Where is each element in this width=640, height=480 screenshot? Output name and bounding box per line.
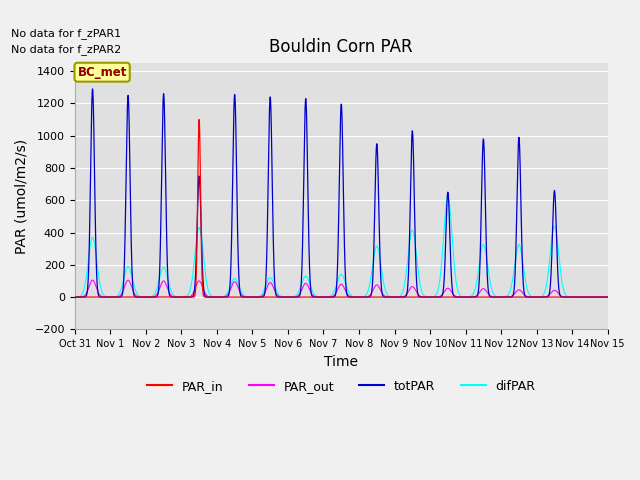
Legend: PAR_in, PAR_out, totPAR, difPAR: PAR_in, PAR_out, totPAR, difPAR <box>142 375 541 397</box>
Title: Bouldin Corn PAR: Bouldin Corn PAR <box>269 38 413 56</box>
X-axis label: Time: Time <box>324 355 358 369</box>
Text: No data for f_zPAR1: No data for f_zPAR1 <box>11 28 121 39</box>
Text: No data for f_zPAR2: No data for f_zPAR2 <box>11 45 121 55</box>
Text: BC_met: BC_met <box>77 66 127 79</box>
Y-axis label: PAR (umol/m2/s): PAR (umol/m2/s) <box>15 139 29 254</box>
